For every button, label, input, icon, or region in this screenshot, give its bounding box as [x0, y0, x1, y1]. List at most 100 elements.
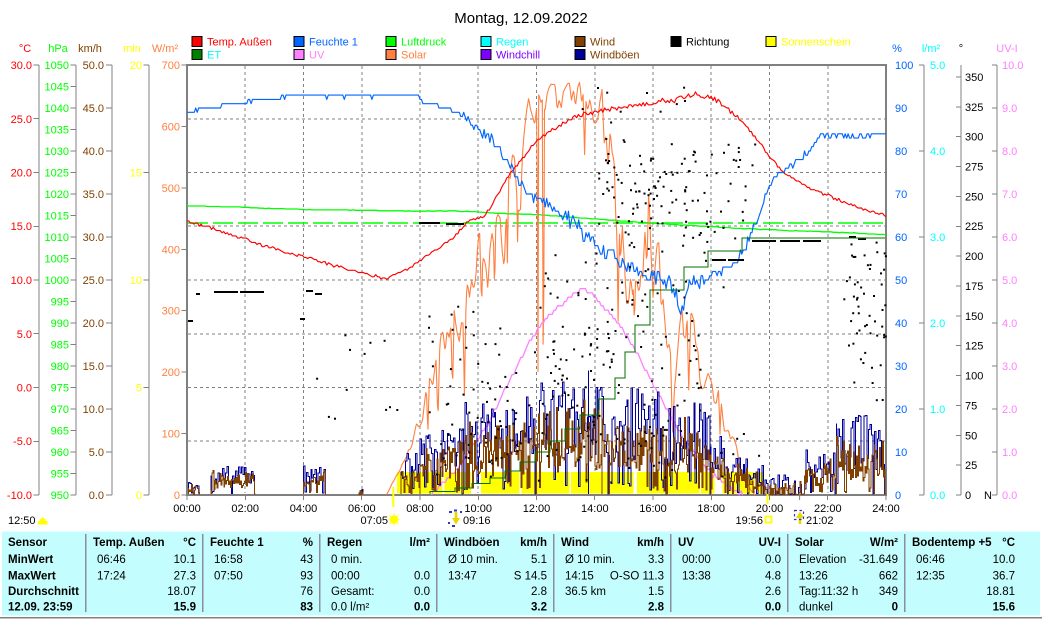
svg-text:09:16: 09:16: [463, 515, 491, 527]
svg-text:14:15: 14:15: [565, 571, 594, 583]
svg-text:2.8: 2.8: [648, 602, 665, 614]
svg-text:Ø 10 min.: Ø 10 min.: [565, 554, 615, 566]
svg-text:0: 0: [965, 490, 971, 502]
svg-text:0: 0: [895, 490, 901, 502]
svg-text:200: 200: [965, 251, 983, 263]
svg-text:975: 975: [51, 383, 69, 395]
svg-text:970: 970: [51, 404, 69, 416]
svg-text:36.5 km: 36.5 km: [565, 586, 606, 598]
svg-text:UV-I: UV-I: [759, 537, 781, 549]
svg-text:0: 0: [174, 490, 180, 502]
svg-text:10.0: 10.0: [1002, 60, 1023, 72]
svg-text:20: 20: [130, 60, 142, 72]
svg-text:Temp. Außen: Temp. Außen: [207, 37, 272, 49]
svg-text:00:00: 00:00: [331, 571, 360, 583]
svg-text:07:50: 07:50: [214, 571, 243, 583]
svg-text:0.0: 0.0: [765, 602, 781, 614]
svg-text:3.2: 3.2: [531, 602, 547, 614]
svg-text:Tag:11:32 h: Tag:11:32 h: [799, 586, 858, 598]
svg-text:20: 20: [895, 404, 907, 416]
svg-text:4.0: 4.0: [930, 146, 945, 158]
svg-text:00:00: 00:00: [173, 503, 201, 515]
svg-text:04:00: 04:00: [290, 503, 318, 515]
svg-text:0.0: 0.0: [765, 554, 781, 566]
svg-text:5: 5: [136, 383, 142, 395]
svg-text:1045: 1045: [45, 82, 69, 94]
svg-text:90: 90: [895, 103, 907, 115]
svg-text:9.0: 9.0: [1002, 103, 1017, 115]
svg-text:600: 600: [162, 121, 180, 133]
svg-text:Elevation: Elevation: [799, 554, 846, 566]
svg-text:50.0: 50.0: [83, 60, 104, 72]
svg-text:45.0: 45.0: [83, 103, 104, 115]
svg-text:50: 50: [895, 275, 907, 287]
svg-text:16:00: 16:00: [639, 503, 667, 515]
svg-text:80: 80: [895, 146, 907, 158]
svg-text:4.8: 4.8: [765, 571, 781, 583]
svg-text:16:58: 16:58: [214, 554, 243, 566]
svg-text:°C: °C: [1002, 537, 1015, 549]
svg-text:W/m²: W/m²: [870, 537, 898, 549]
svg-text:Solar: Solar: [795, 537, 824, 549]
svg-text:100: 100: [895, 60, 913, 72]
svg-text:°: °: [959, 43, 963, 55]
svg-text:980: 980: [51, 361, 69, 373]
svg-text:km/h: km/h: [637, 537, 664, 549]
svg-text:75: 75: [965, 400, 977, 412]
svg-text:°C: °C: [19, 43, 31, 55]
svg-text:Windchill: Windchill: [496, 50, 540, 62]
svg-text:4.0: 4.0: [1002, 318, 1017, 330]
svg-text:km/h: km/h: [78, 43, 102, 55]
svg-text:°C: °C: [183, 537, 196, 549]
svg-text:Solar: Solar: [401, 50, 427, 62]
svg-text:00:00: 00:00: [682, 554, 711, 566]
svg-text:3.0: 3.0: [930, 232, 945, 244]
svg-text:100: 100: [162, 429, 180, 441]
svg-text:1.0: 1.0: [930, 404, 945, 416]
svg-text:1020: 1020: [45, 189, 69, 201]
svg-text:17:24: 17:24: [97, 571, 126, 583]
svg-text:30.0: 30.0: [11, 60, 32, 72]
svg-text:960: 960: [51, 447, 69, 459]
svg-text:5.0: 5.0: [89, 447, 104, 459]
svg-text:500: 500: [162, 183, 180, 195]
svg-text:12:00: 12:00: [523, 503, 551, 515]
svg-text:50: 50: [965, 430, 977, 442]
svg-text:2.8: 2.8: [531, 586, 547, 598]
svg-text:UV: UV: [678, 537, 694, 549]
svg-text:300: 300: [965, 132, 983, 144]
svg-text:15.6: 15.6: [993, 602, 1015, 614]
svg-text:10.1: 10.1: [174, 554, 196, 566]
svg-text:35.0: 35.0: [83, 189, 104, 201]
svg-text:Sensor: Sensor: [8, 537, 48, 549]
svg-text:l/m²: l/m²: [410, 537, 431, 549]
svg-text:200: 200: [162, 367, 180, 379]
svg-text:0 min.: 0 min.: [331, 554, 362, 566]
svg-text:18:00: 18:00: [697, 503, 725, 515]
svg-text:Windböen: Windböen: [444, 537, 499, 549]
svg-text:175: 175: [965, 281, 983, 293]
svg-text:UV: UV: [309, 50, 325, 62]
svg-text:06:46: 06:46: [97, 554, 126, 566]
svg-text:36.7: 36.7: [993, 571, 1015, 583]
svg-text:10.0: 10.0: [11, 275, 32, 287]
svg-text:12:35: 12:35: [916, 571, 945, 583]
svg-text:5.0: 5.0: [17, 329, 32, 341]
svg-text:1005: 1005: [45, 254, 69, 266]
svg-text:30: 30: [895, 361, 907, 373]
svg-text:min: min: [123, 43, 141, 55]
svg-text:3.0: 3.0: [1002, 361, 1017, 373]
svg-text:985: 985: [51, 340, 69, 352]
svg-text:Durchschnitt: Durchschnitt: [8, 586, 79, 598]
svg-text:%: %: [303, 537, 313, 549]
svg-text:15.0: 15.0: [83, 361, 104, 373]
svg-text:20.0: 20.0: [11, 168, 32, 180]
svg-text:70: 70: [895, 189, 907, 201]
svg-text:0: 0: [136, 490, 142, 502]
svg-text:O-SO 11.3: O-SO 11.3: [610, 571, 664, 583]
svg-text:5.0: 5.0: [930, 60, 945, 72]
svg-text:Ø 10 min.: Ø 10 min.: [448, 554, 498, 566]
svg-text:18.07: 18.07: [167, 586, 196, 598]
svg-text:662: 662: [879, 571, 898, 583]
svg-text:965: 965: [51, 426, 69, 438]
